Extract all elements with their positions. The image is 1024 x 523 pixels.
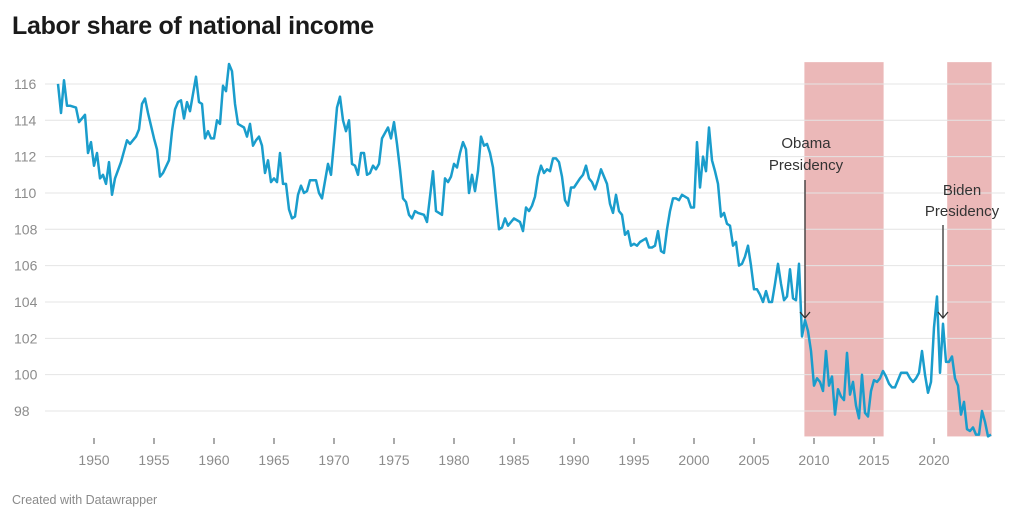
y-tick-label: 102 — [14, 330, 38, 346]
y-tick-label: 98 — [14, 403, 30, 419]
x-tick-label: 2020 — [918, 452, 949, 468]
x-tick-label: 1990 — [558, 452, 589, 468]
x-tick-label: 1975 — [378, 452, 409, 468]
x-tick-label: 1950 — [78, 452, 109, 468]
shaded-period-1 — [947, 62, 992, 437]
labor-share-line — [56, 62, 992, 438]
y-tick-label: 114 — [14, 112, 37, 128]
x-tick-label: 1995 — [618, 452, 649, 468]
x-tick-label: 2015 — [858, 452, 889, 468]
annotation-label: Biden — [943, 182, 981, 199]
x-tick-label: 2000 — [678, 452, 709, 468]
x-tick-label: 1980 — [438, 452, 469, 468]
credit-footer: Created with Datawrapper — [12, 493, 158, 507]
annotation-label: Presidency — [769, 157, 844, 174]
x-tick-label: 1985 — [498, 452, 529, 468]
y-tick-label: 104 — [14, 294, 38, 310]
annotation-label: Presidency — [925, 203, 1000, 220]
y-tick-label: 108 — [14, 221, 38, 237]
shaded-period-0 — [804, 62, 884, 437]
chart-title: Labor share of national income — [12, 12, 374, 40]
x-tick-label: 2005 — [738, 452, 769, 468]
arrowhead-icon — [937, 311, 949, 320]
arrowhead-icon — [799, 311, 811, 320]
x-tick-label: 1955 — [138, 452, 169, 468]
x-tick-label: 1970 — [318, 452, 349, 468]
y-tick-label: 106 — [14, 258, 38, 274]
y-tick-label: 110 — [14, 185, 37, 201]
x-tick-label: 2010 — [798, 452, 829, 468]
y-tick-label: 112 — [14, 149, 37, 165]
x-tick-label: 1960 — [198, 452, 229, 468]
x-tick-label: 1965 — [258, 452, 289, 468]
y-tick-label: 116 — [14, 76, 37, 92]
y-tick-label: 100 — [14, 367, 38, 383]
annotation-label: Obama — [781, 135, 831, 152]
